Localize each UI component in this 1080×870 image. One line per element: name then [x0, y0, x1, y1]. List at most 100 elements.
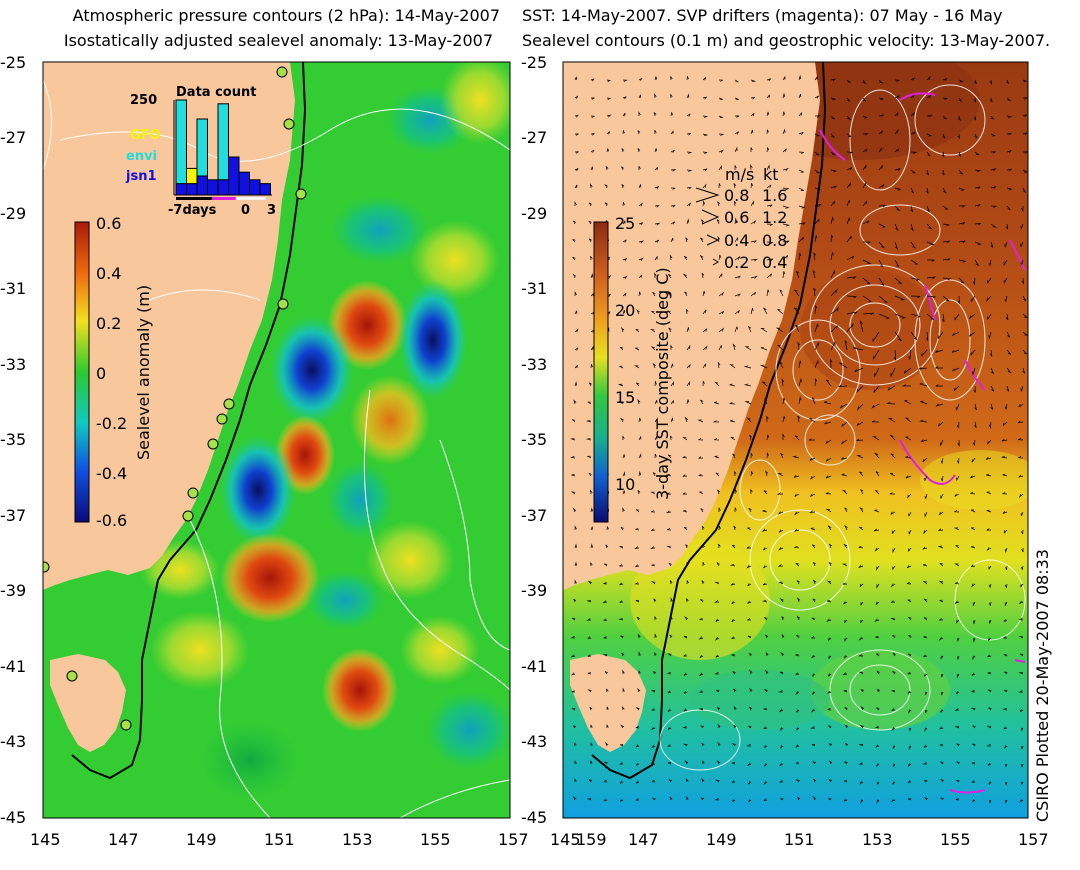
- velocity-arrow: [718, 273, 723, 279]
- velocity-arrow: [794, 528, 800, 532]
- velocity-arrow: [970, 564, 976, 567]
- velocity-arrow: [733, 724, 737, 729]
- velocity-arrow: [903, 367, 912, 374]
- velocity-arrow: [635, 726, 640, 729]
- velocity-arrow: [747, 618, 751, 621]
- velocity-arrow: [894, 148, 900, 153]
- velocity-arrow: [825, 439, 832, 444]
- velocity-arrow: [636, 382, 640, 387]
- velocity-arrow: [844, 619, 848, 624]
- velocity-arrow: [923, 654, 928, 658]
- velocity-arrow: [985, 457, 992, 460]
- svg-text:-33: -33: [521, 355, 547, 374]
- velocity-arrow: [814, 169, 820, 174]
- velocity-arrow: [846, 79, 851, 83]
- velocity-arrow: [654, 436, 658, 441]
- velocity-arrow: [862, 133, 868, 136]
- velocity-arrow: [811, 708, 816, 713]
- velocity-arrow: [972, 637, 976, 643]
- velocity-arrow: [886, 401, 896, 405]
- velocity-arrow: [603, 582, 608, 585]
- velocity-arrow: [938, 511, 944, 516]
- velocity-arrow: [955, 619, 960, 624]
- velocity-arrow: [1019, 653, 1024, 657]
- land-mainland-sst: [563, 62, 820, 590]
- velocity-arrow: [749, 434, 752, 441]
- velocity-arrow: [606, 79, 611, 82]
- velocity-arrow: [572, 617, 576, 621]
- velocity-arrow: [838, 362, 848, 369]
- inset-bar-jsn1: [207, 179, 219, 196]
- velocity-arrow: [654, 616, 657, 621]
- velocity-arrow: [814, 341, 820, 351]
- velocity-arrow: [863, 241, 871, 244]
- velocity-arrow: [572, 708, 576, 711]
- velocity-arrow: [894, 95, 900, 99]
- velocity-arrow: [910, 151, 918, 154]
- svg-text:151: 151: [784, 830, 815, 849]
- velocity-arrow: [924, 673, 928, 677]
- velocity-arrow: [827, 599, 832, 603]
- velocity-arrow: [970, 545, 976, 549]
- velocity-arrow: [843, 798, 848, 802]
- velocity-arrow: [1020, 223, 1024, 229]
- velocity-arrow: [937, 421, 944, 427]
- velocity-arrow: [857, 564, 864, 569]
- velocity-arrow: [972, 439, 976, 446]
- velocity-arrow: [604, 671, 608, 675]
- velocity-arrow: [588, 238, 592, 243]
- velocity-arrow: [701, 777, 705, 783]
- velocity-arrow: [622, 258, 627, 262]
- velocity-arrow: [620, 798, 624, 802]
- velocity-arrow: [572, 796, 577, 801]
- velocity-arrow: [830, 78, 837, 82]
- velocity-arrow: [1004, 241, 1008, 248]
- velocity-arrow: [955, 403, 960, 412]
- velocity-arrow: [939, 744, 944, 747]
- velocity-arrow: [878, 114, 884, 118]
- velocity-arrow: [952, 331, 960, 336]
- velocity-arrow: [637, 130, 641, 135]
- velocity-arrow: [860, 489, 864, 495]
- velocity-arrow: [846, 167, 852, 171]
- velocity-arrow: [766, 223, 773, 226]
- velocity-arrow: [974, 151, 981, 156]
- velocity-arrow: [716, 219, 720, 225]
- velocity-arrow: [974, 241, 982, 245]
- velocity-arrow: [668, 779, 672, 783]
- velocity-arrow: [702, 345, 708, 351]
- velocity-arrow: [1004, 745, 1008, 749]
- velocity-arrow: [759, 364, 768, 369]
- velocity-arrow: [638, 257, 644, 261]
- velocity-arrow: [974, 403, 977, 411]
- velocity-arrow: [860, 601, 864, 606]
- velocity-arrow: [780, 745, 784, 749]
- velocity-arrow: [892, 745, 896, 749]
- velocity-arrow: [602, 600, 608, 604]
- velocity-arrow: [654, 130, 657, 135]
- velocity-arrow: [942, 187, 947, 194]
- velocity-arrow: [958, 79, 965, 83]
- velocity-arrow: [941, 169, 945, 176]
- velocity-arrow: [588, 779, 593, 783]
- velocity-arrow: [782, 223, 791, 227]
- velocity-arrow: [856, 438, 864, 441]
- velocity-arrow: [763, 726, 768, 730]
- velocity-arrow: [811, 636, 815, 639]
- velocity-arrow: [750, 471, 754, 477]
- svg-text:25: 25: [615, 214, 635, 233]
- velocity-arrow: [990, 186, 997, 189]
- velocity-arrow: [904, 400, 912, 405]
- velocity-arrow: [574, 579, 577, 585]
- velocity-arrow: [923, 796, 928, 801]
- velocity-arrow: [766, 204, 773, 208]
- velocity-arrow: [574, 95, 579, 99]
- velocity-arrow: [638, 94, 642, 99]
- plot-credit: CSIRO Plotted 20-May-2007 08:33: [1033, 549, 1052, 822]
- velocity-arrow: [905, 417, 912, 423]
- velocity-arrow: [987, 762, 992, 766]
- velocity-arrow: [714, 438, 720, 441]
- velocity-arrow: [974, 223, 981, 226]
- velocity-arrow: [942, 277, 952, 281]
- velocity-arrow: [778, 529, 784, 533]
